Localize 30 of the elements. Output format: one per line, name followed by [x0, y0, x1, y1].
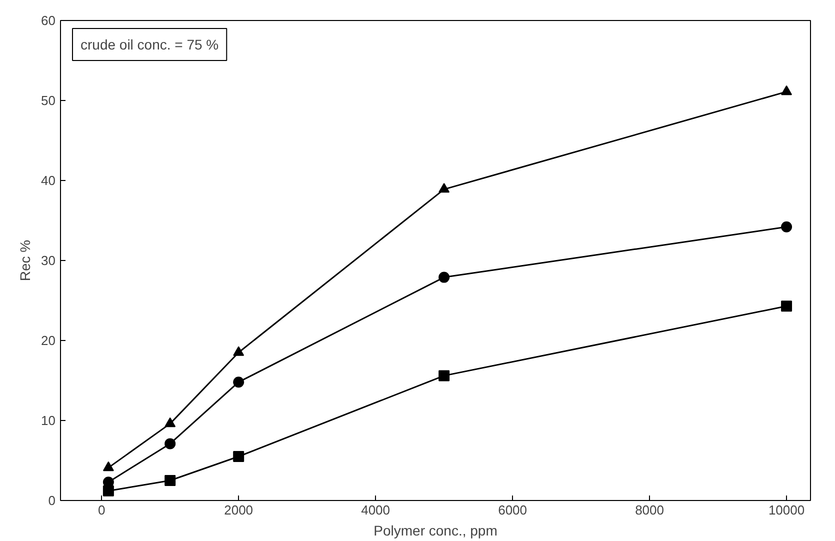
y-tick-label: 0 [48, 493, 56, 508]
point [164, 417, 176, 428]
point [233, 376, 244, 388]
point [781, 300, 792, 312]
point [233, 451, 244, 462]
annotation: crude oil conc. = 75 % [80, 36, 219, 52]
y-tick-label: 60 [41, 13, 56, 28]
point [164, 438, 176, 450]
x-tick-label: 10000 [768, 502, 805, 518]
x-tick-label: 0 [98, 502, 106, 518]
point [438, 370, 450, 382]
point [164, 475, 176, 486]
point [438, 272, 450, 283]
point [438, 183, 450, 193]
y-axis-title: Rec % [17, 240, 34, 282]
x-tick-label: 8000 [635, 502, 664, 518]
point [102, 485, 114, 496]
y-tick-label: 10 [41, 413, 56, 428]
y-tick-label: 30 [41, 253, 56, 268]
point [781, 221, 792, 232]
x-axis-title: Polymer conc., ppm [374, 522, 498, 538]
y-tick-label: 20 [41, 333, 56, 348]
point [233, 346, 244, 356]
x-tick-label: 4000 [361, 502, 390, 518]
x-tick-label: 2000 [224, 502, 254, 518]
y-tick-label: 40 [41, 173, 56, 188]
y-tick-label: 50 [41, 93, 56, 108]
x-tick-label: 6000 [498, 502, 528, 518]
point [781, 85, 792, 96]
point [102, 461, 114, 472]
